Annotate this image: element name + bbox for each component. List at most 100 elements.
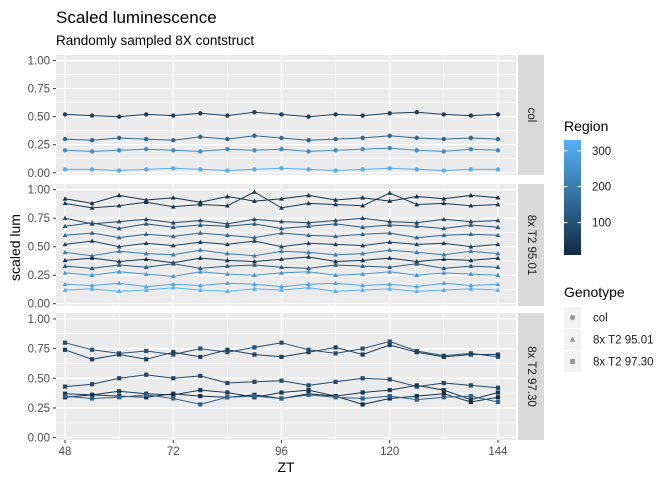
data-point (279, 205, 284, 210)
data-point (468, 282, 474, 288)
data-point (360, 242, 366, 248)
data-point (116, 114, 122, 119)
data-point (143, 147, 149, 152)
data-point (360, 376, 365, 381)
data-point (252, 253, 257, 258)
data-point (360, 147, 365, 152)
data-point (360, 396, 365, 401)
data-point (333, 168, 338, 173)
data-point (387, 396, 392, 401)
data-point (306, 138, 311, 143)
data-point (360, 287, 366, 292)
data-point (414, 350, 419, 355)
data-point (387, 255, 393, 260)
data-point (170, 220, 176, 225)
data-point (468, 393, 474, 399)
data-point (279, 112, 284, 117)
data-point (495, 250, 501, 256)
data-point (468, 263, 474, 268)
data-point (171, 391, 176, 396)
x-tick-label: 48 (59, 446, 72, 458)
data-point (495, 232, 501, 238)
data-point (225, 350, 230, 355)
data-point (144, 357, 149, 362)
data-point (387, 230, 393, 235)
data-point (495, 354, 501, 360)
region-legend: Region 100 200 300 (564, 118, 611, 255)
data-point (360, 282, 366, 288)
chart-title: Scaled luminescence (56, 8, 217, 27)
data-point (279, 340, 284, 345)
data-point (144, 348, 149, 354)
y-tick-label: 0.75 (28, 213, 50, 225)
data-point (170, 252, 176, 257)
data-point (197, 265, 203, 271)
data-point (360, 167, 365, 172)
data-point (170, 281, 176, 287)
facet-strip (518, 313, 544, 440)
data-point (224, 257, 230, 263)
data-point (143, 240, 149, 246)
data-point (89, 113, 95, 118)
y-tick-label: 0.00 (28, 433, 50, 445)
data-point (225, 136, 230, 142)
y-tick-label: 0.25 (28, 140, 50, 152)
data-point (441, 380, 446, 386)
data-point (468, 167, 474, 172)
data-point (360, 271, 366, 276)
data-point (360, 390, 365, 395)
data-point (333, 197, 339, 202)
data-point (198, 373, 203, 379)
data-point (62, 112, 68, 117)
data-point (495, 399, 501, 405)
data-point (252, 262, 257, 267)
data-point (306, 388, 311, 393)
data-point (414, 241, 420, 247)
data-point (171, 376, 176, 381)
data-point (279, 264, 284, 270)
data-point (143, 231, 149, 236)
data-point (225, 380, 230, 386)
data-point (306, 232, 311, 238)
data-point (468, 271, 474, 276)
data-point (171, 113, 176, 118)
y-axis-title: scaled lum (7, 214, 23, 281)
data-point (441, 391, 446, 396)
data-point (387, 286, 393, 291)
data-point (360, 257, 366, 263)
data-point (117, 389, 122, 394)
data-point (62, 287, 68, 292)
data-point (495, 112, 501, 117)
data-point (333, 258, 339, 264)
data-point (89, 200, 95, 206)
legend-triangle-symbol (569, 336, 576, 342)
data-point (252, 133, 257, 138)
data-point (387, 393, 392, 399)
data-point (225, 395, 230, 400)
data-point (89, 138, 95, 143)
data-point (252, 148, 257, 153)
data-point (360, 113, 365, 118)
panel-background (56, 313, 516, 440)
data-point (62, 196, 68, 201)
data-point (279, 147, 284, 152)
data-point (116, 244, 122, 249)
data-point (224, 241, 230, 247)
data-point (144, 392, 149, 397)
data-point (197, 269, 203, 274)
data-point (495, 272, 501, 278)
data-point (171, 166, 176, 171)
data-point (468, 248, 474, 254)
data-point (387, 269, 393, 274)
data-point (170, 242, 176, 248)
data-point (89, 272, 95, 278)
data-point (89, 205, 95, 210)
data-point (333, 395, 338, 400)
data-point (252, 281, 257, 287)
data-point (441, 354, 446, 360)
data-point (414, 393, 419, 399)
facet-strip-label: 8x T2 97.30 (525, 346, 537, 407)
data-point (279, 378, 284, 383)
data-point (116, 280, 122, 285)
